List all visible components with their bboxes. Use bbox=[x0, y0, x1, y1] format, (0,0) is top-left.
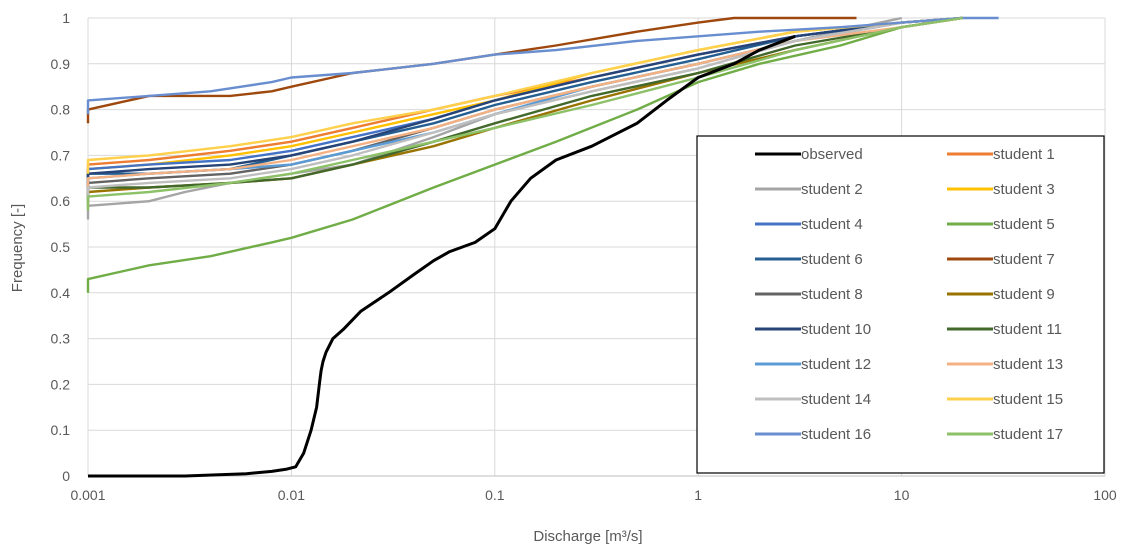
legend-label: student 10 bbox=[801, 321, 871, 338]
legend-label: student 1 bbox=[993, 146, 1055, 163]
legend-box bbox=[696, 135, 1105, 474]
x-tick-label: 10 bbox=[894, 487, 910, 503]
x-axis-label: Discharge [m³/s] bbox=[533, 528, 642, 545]
y-tick-label: 0.4 bbox=[51, 285, 71, 301]
y-tick-label: 0.3 bbox=[51, 331, 71, 347]
plot-lines bbox=[86, 16, 999, 478]
legend-label: observed bbox=[801, 146, 863, 163]
legend-label: student 11 bbox=[993, 321, 1062, 338]
series-line-student-15 bbox=[86, 16, 963, 174]
legend-label: student 13 bbox=[993, 356, 1063, 373]
series-line-observed bbox=[88, 34, 796, 478]
legend-label: student 14 bbox=[801, 391, 871, 408]
y-tick-label: 0.2 bbox=[51, 376, 71, 392]
legend-label: student 9 bbox=[993, 286, 1055, 303]
legend-label: student 4 bbox=[801, 216, 863, 233]
x-tick-label: 1 bbox=[694, 487, 702, 503]
legend-label: student 6 bbox=[801, 251, 863, 268]
x-tick-label: 100 bbox=[1093, 487, 1117, 503]
legend-label: student 3 bbox=[993, 181, 1055, 198]
x-tick-label: 0.1 bbox=[485, 487, 505, 503]
series-line-student-16 bbox=[86, 16, 999, 115]
legend-label: student 7 bbox=[993, 251, 1055, 268]
legend-label: student 5 bbox=[993, 216, 1055, 233]
legend-label: student 2 bbox=[801, 181, 863, 198]
y-tick-label: 1 bbox=[62, 10, 70, 26]
legend-label: student 17 bbox=[993, 426, 1063, 443]
legend-label: student 8 bbox=[801, 286, 863, 303]
x-tick-label: 0.001 bbox=[70, 487, 105, 503]
y-axis-label: Frequency [-] bbox=[9, 204, 26, 292]
grid-lines bbox=[87, 17, 1106, 477]
y-tick-label: 0.1 bbox=[51, 422, 71, 438]
legend-label: student 16 bbox=[801, 426, 871, 443]
y-tick-label: 0.7 bbox=[51, 147, 71, 163]
legend: observed student 1 student 2 student 3 stude… bbox=[696, 135, 1105, 474]
y-tick-labels: 0 0.1 0.2 0.3 0.4 0.5 0.6 0.7 0.8 0.9 1 bbox=[51, 10, 71, 484]
series-line-student-14 bbox=[86, 16, 963, 202]
y-tick-label: 0.5 bbox=[51, 239, 71, 255]
y-tick-label: 0.8 bbox=[51, 102, 71, 118]
y-tick-label: 0 bbox=[62, 468, 70, 484]
series-line-student-5 bbox=[86, 16, 963, 293]
legend-label: student 12 bbox=[801, 356, 871, 373]
legend-label: student 15 bbox=[993, 391, 1063, 408]
y-tick-label: 0.6 bbox=[51, 193, 71, 209]
x-tick-label: 0.01 bbox=[278, 487, 305, 503]
series-line-student-17 bbox=[86, 16, 963, 211]
x-tick-labels: 0.001 0.01 0.1 1 10 100 bbox=[70, 487, 1116, 503]
y-tick-label: 0.9 bbox=[51, 56, 71, 72]
